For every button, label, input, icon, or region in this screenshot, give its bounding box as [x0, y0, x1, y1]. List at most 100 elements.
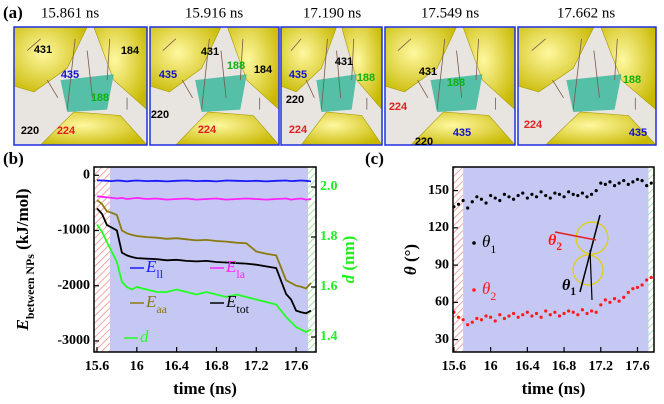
series-line: [96, 199, 312, 290]
residue-label: 184: [121, 45, 140, 57]
inset-arrow: [589, 249, 593, 301]
residue-label: 188: [91, 92, 109, 104]
ligand: [572, 38, 582, 110]
residue-label: 435: [289, 69, 307, 81]
ligand: [181, 79, 193, 99]
label-text: θ: [548, 232, 557, 249]
point: [640, 179, 644, 183]
point: [567, 309, 571, 313]
point: [567, 190, 571, 194]
point: [599, 303, 603, 307]
panel-label: (a): [3, 3, 23, 22]
point: [645, 184, 649, 188]
point: [502, 316, 506, 321]
point: [553, 310, 557, 314]
point: [479, 197, 484, 201]
label-text: θ: [562, 277, 571, 294]
residue-label: 435: [453, 127, 471, 139]
residue-label: 184: [254, 64, 273, 76]
point: [594, 310, 598, 314]
point: [511, 311, 516, 316]
ligand: [106, 38, 111, 81]
snapshot-time: 15.861 ns: [41, 5, 100, 21]
label-text: θ: [482, 279, 490, 298]
point: [544, 193, 548, 198]
region: [94, 167, 110, 352]
residue-label: 220: [286, 94, 304, 106]
label-text: E: [225, 257, 237, 276]
point: [470, 200, 474, 204]
point: [511, 197, 516, 201]
ligand: [46, 79, 59, 99]
ligand: [614, 38, 618, 81]
snapshot-time: 17.662 ns: [557, 5, 616, 21]
point: [645, 278, 649, 282]
snapshot-time: 15.916 ns: [185, 5, 244, 21]
legend-marker: [472, 288, 476, 292]
point: [631, 287, 635, 291]
point: [530, 192, 534, 196]
y-tick-label: -2000: [57, 278, 90, 293]
y-tick-label: 0: [83, 168, 90, 183]
label: θ1: [482, 232, 496, 256]
x-tick-label: 17.6: [625, 359, 650, 374]
region: [648, 167, 654, 352]
label: θ2: [482, 279, 496, 303]
point: [603, 182, 607, 186]
point: [507, 195, 511, 199]
interface: [195, 74, 247, 112]
label-sub: 1: [490, 242, 496, 256]
point: [548, 196, 552, 200]
label: Etot: [225, 292, 250, 316]
point: [466, 206, 470, 210]
label: d (nm): [339, 236, 358, 284]
label-text: E: [145, 257, 157, 276]
snapshot-frame: [384, 26, 516, 146]
ligand: [436, 38, 446, 110]
ligand: [86, 50, 93, 98]
panel-label: (c): [365, 149, 384, 168]
residue-label: 220: [415, 136, 433, 148]
snapshot-time: 17.190 ns: [303, 5, 362, 21]
point: [617, 299, 621, 303]
x-tick-label: 15.6: [442, 359, 467, 374]
point: [557, 192, 562, 196]
point: [622, 179, 626, 183]
point: [557, 314, 562, 318]
label-sub: 1: [570, 286, 576, 298]
x-tick-label: 17.2: [589, 359, 614, 374]
label-text: E: [225, 292, 237, 311]
point: [484, 314, 488, 318]
point: [635, 285, 640, 290]
label-text: d: [339, 274, 358, 283]
point: [562, 195, 566, 199]
residue-label: 431: [201, 46, 219, 58]
ligand: [351, 38, 355, 81]
point: [534, 195, 539, 199]
point: [589, 309, 594, 313]
point: [516, 193, 520, 198]
residue-label: 188: [357, 72, 375, 84]
point: [493, 319, 497, 323]
point: [466, 323, 470, 327]
point: [489, 315, 493, 319]
point: [470, 320, 474, 324]
ligand: [531, 38, 546, 51]
snapshot-frame: [149, 26, 280, 146]
point: [461, 318, 465, 322]
point: [456, 315, 461, 319]
y-tick-label: 30: [435, 332, 449, 347]
y-tick-label: 150: [428, 183, 449, 198]
y-tick-label: 120: [428, 220, 449, 235]
label-unit: (°): [401, 244, 420, 266]
legend-marker: [472, 241, 476, 245]
point: [539, 315, 543, 319]
inset-arrow: [554, 231, 597, 241]
point: [498, 198, 502, 203]
x-tick-label: 16: [130, 359, 144, 374]
interface: [566, 74, 622, 112]
series-line: [96, 179, 312, 183]
point: [539, 190, 543, 194]
y-tick-label: 60: [435, 295, 449, 310]
point: [507, 314, 511, 318]
